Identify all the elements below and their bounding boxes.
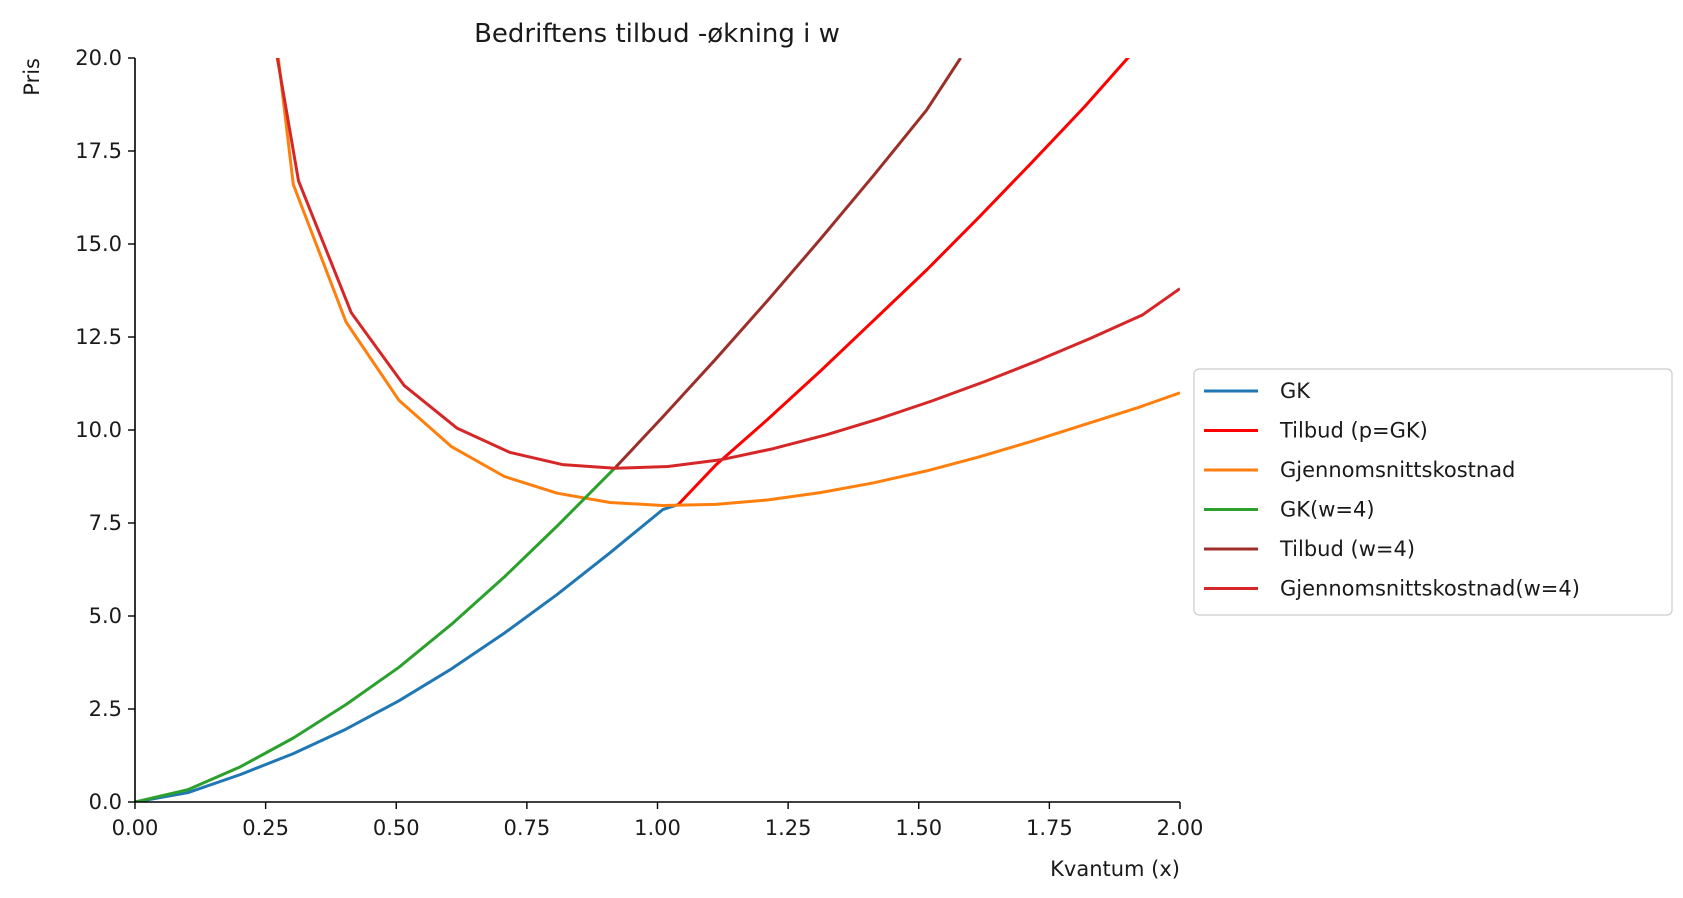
x-tick-label: 0.25 bbox=[242, 816, 289, 840]
y-tick-label: 17.5 bbox=[75, 139, 122, 163]
legend-label: Gjennomsnittskostnad bbox=[1280, 458, 1515, 482]
x-tick-label: 1.00 bbox=[634, 816, 681, 840]
x-axis-label: Kvantum (x) bbox=[1050, 857, 1180, 881]
legend: GK Tilbud (p=GK) Gjennomsnittskostnad GK(w=… bbox=[1193, 368, 1673, 616]
legend-label: Tilbud (p=GK) bbox=[1279, 419, 1428, 443]
legend-label: Gjennomsnittskostnad(w=4) bbox=[1280, 577, 1580, 601]
series-line-4 bbox=[614, 58, 962, 469]
y-tick-label: 10.0 bbox=[75, 418, 122, 442]
series-layer bbox=[135, 58, 1180, 802]
y-tick-label: 12.5 bbox=[75, 325, 122, 349]
x-tick-label: 1.50 bbox=[895, 816, 942, 840]
y-axis-label: Pris bbox=[20, 58, 44, 96]
axes-layer: 0.00 0.25 0.50 0.75 1.00 1.25 1.50 1.75 2.00 0.0 2… bbox=[75, 46, 1203, 840]
series-line-3 bbox=[135, 466, 617, 802]
series-line-2 bbox=[276, 58, 1180, 507]
x-tick-label: 0.00 bbox=[112, 816, 159, 840]
x-tick-label: 1.75 bbox=[1026, 816, 1073, 840]
chart-title: Bedriftens tilbud -økning i w bbox=[474, 19, 840, 49]
y-tick-label: 0.0 bbox=[89, 790, 122, 814]
legend-label: GK(w=4) bbox=[1280, 498, 1375, 522]
x-tick-label: 2.00 bbox=[1157, 816, 1204, 840]
x-tick-label: 1.25 bbox=[765, 816, 812, 840]
x-tick-label: 0.75 bbox=[503, 816, 550, 840]
series-line-1 bbox=[677, 58, 1130, 506]
legend-label: GK bbox=[1280, 379, 1311, 403]
y-tick-label: 7.5 bbox=[89, 511, 122, 535]
y-tick-label: 5.0 bbox=[89, 604, 122, 628]
legend-label: Tilbud (w=4) bbox=[1279, 537, 1415, 561]
y-tick-label: 15.0 bbox=[75, 232, 122, 256]
x-tick-label: 0.50 bbox=[373, 816, 420, 840]
y-tick-label: 20.0 bbox=[75, 46, 122, 70]
series-line-5 bbox=[275, 58, 1180, 470]
y-tick-label: 2.5 bbox=[89, 697, 122, 721]
legend-box bbox=[1193, 368, 1673, 616]
series-line-0 bbox=[135, 502, 679, 802]
